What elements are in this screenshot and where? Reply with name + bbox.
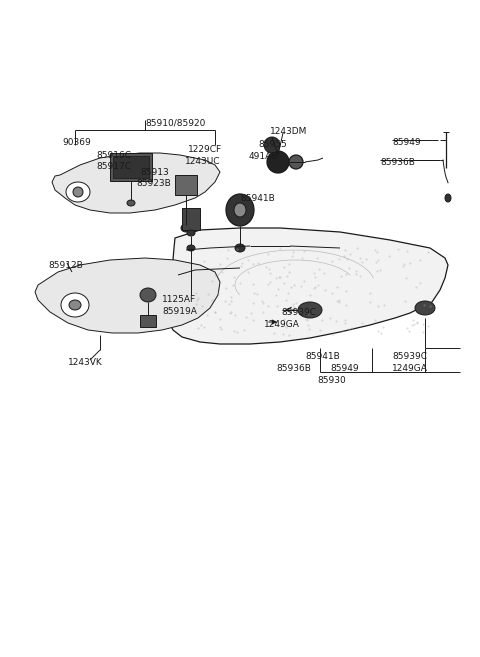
Ellipse shape bbox=[181, 224, 191, 232]
Bar bbox=[182, 208, 200, 230]
Text: 85941B: 85941B bbox=[240, 194, 275, 203]
Text: 85941B: 85941B bbox=[305, 352, 340, 361]
Text: 85917C: 85917C bbox=[96, 162, 131, 171]
Ellipse shape bbox=[187, 245, 195, 251]
Ellipse shape bbox=[66, 182, 90, 202]
Bar bbox=[113, 156, 149, 178]
Polygon shape bbox=[168, 228, 448, 344]
Polygon shape bbox=[52, 153, 220, 213]
Text: 1243DM: 1243DM bbox=[270, 127, 307, 136]
Text: 85910/85920: 85910/85920 bbox=[145, 118, 205, 127]
Text: 85939C: 85939C bbox=[392, 352, 427, 361]
Text: 85919A: 85919A bbox=[162, 307, 197, 316]
Ellipse shape bbox=[267, 151, 289, 173]
Text: 85923B: 85923B bbox=[136, 179, 171, 188]
Text: 1229CF: 1229CF bbox=[188, 145, 222, 154]
Text: 85939C: 85939C bbox=[281, 308, 316, 317]
Ellipse shape bbox=[69, 300, 81, 310]
Text: 90369: 90369 bbox=[62, 138, 91, 147]
Ellipse shape bbox=[289, 155, 303, 169]
Text: 85949: 85949 bbox=[330, 364, 359, 373]
Text: 85949: 85949 bbox=[392, 138, 420, 147]
Ellipse shape bbox=[73, 187, 83, 197]
Ellipse shape bbox=[264, 137, 280, 153]
Text: 85930: 85930 bbox=[317, 376, 346, 385]
Ellipse shape bbox=[226, 194, 254, 226]
Ellipse shape bbox=[61, 293, 89, 317]
Text: 85936B: 85936B bbox=[380, 158, 415, 167]
Ellipse shape bbox=[445, 194, 451, 202]
Text: 1243UC: 1243UC bbox=[185, 157, 220, 166]
Text: 1249GA: 1249GA bbox=[392, 364, 428, 373]
Bar bbox=[140, 315, 156, 327]
Text: 1125AF: 1125AF bbox=[162, 295, 196, 304]
Text: 85912B: 85912B bbox=[48, 261, 83, 270]
Text: 85936B: 85936B bbox=[276, 364, 311, 373]
Text: 1249GA: 1249GA bbox=[264, 320, 300, 329]
Ellipse shape bbox=[298, 302, 322, 318]
Bar bbox=[110, 153, 152, 181]
Ellipse shape bbox=[235, 244, 245, 252]
Ellipse shape bbox=[127, 200, 135, 206]
Polygon shape bbox=[35, 258, 220, 333]
Text: 491AB: 491AB bbox=[249, 152, 278, 161]
Text: 1243VK: 1243VK bbox=[68, 358, 103, 367]
Ellipse shape bbox=[234, 203, 246, 217]
Text: 85916C: 85916C bbox=[96, 151, 131, 160]
Ellipse shape bbox=[187, 230, 195, 236]
Ellipse shape bbox=[140, 288, 156, 302]
Text: 85913: 85913 bbox=[140, 168, 169, 177]
Ellipse shape bbox=[415, 301, 435, 315]
Bar bbox=[175, 175, 197, 195]
Text: 85955: 85955 bbox=[258, 140, 287, 149]
